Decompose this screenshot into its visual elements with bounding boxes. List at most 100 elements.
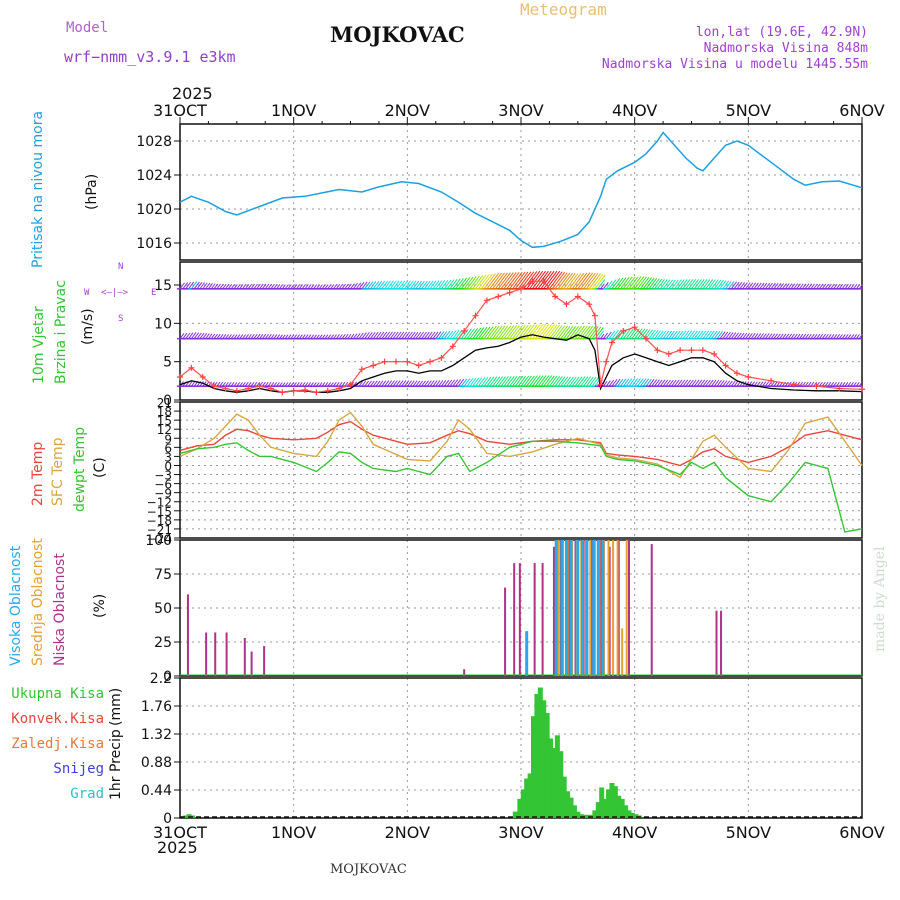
- wind-barb: [807, 333, 812, 339]
- gust-marker: [427, 358, 434, 365]
- gust-marker: [688, 347, 695, 354]
- wind-barb: [546, 324, 558, 339]
- wind-barb: [551, 325, 563, 339]
- wind-barb: [497, 325, 509, 339]
- wind-barb: [671, 279, 679, 290]
- wind-barb: [506, 325, 518, 339]
- wind-barb: [591, 377, 600, 387]
- precip-bar: [575, 811, 581, 818]
- wind-barb: [219, 283, 224, 290]
- wind-barb: [472, 377, 480, 387]
- wind-barb: [847, 283, 852, 290]
- wind-barb: [540, 270, 555, 290]
- wind-barb: [742, 332, 748, 339]
- wind-barb: [372, 380, 378, 387]
- cloud-bar-low: [720, 610, 723, 676]
- wind-barb: [452, 379, 459, 387]
- wind-barb: [179, 333, 185, 339]
- wind-barb: [520, 271, 535, 290]
- wind-barb: [509, 325, 520, 339]
- wind-barb: [622, 328, 631, 339]
- wind-barb: [728, 332, 734, 339]
- wind-barb: [818, 283, 824, 290]
- wind-barb: [475, 327, 485, 339]
- wind-barb: [566, 376, 574, 387]
- wind-barb: [756, 381, 761, 387]
- gust-marker: [381, 358, 388, 365]
- wind-barb: [563, 273, 576, 290]
- wind-barb: [179, 282, 185, 290]
- temp-2m-line: [179, 420, 863, 467]
- precip-bar: [623, 805, 629, 818]
- wind-barb: [568, 273, 582, 290]
- x-tick-label-top: 6NOV: [839, 101, 884, 120]
- wind-barb: [398, 331, 405, 339]
- precip-bar: [571, 805, 577, 818]
- cloud-bar-low: [518, 563, 521, 676]
- x-tick-label-bottom: 2NOV: [385, 823, 430, 842]
- wind-barb: [369, 332, 376, 339]
- wind-barb: [531, 375, 541, 387]
- compass-s: S: [118, 314, 124, 324]
- wind-barb: [477, 377, 486, 387]
- wind-barb: [389, 380, 395, 387]
- cloud-bar-low: [715, 610, 718, 676]
- wind-barb: [782, 333, 787, 339]
- precip-bar: [565, 791, 571, 818]
- wind-barb: [262, 283, 267, 290]
- wind-barb: [523, 375, 532, 387]
- wind-barb: [551, 375, 561, 387]
- wind-barb: [477, 274, 490, 290]
- wind-barb: [728, 380, 733, 387]
- wind-barb: [759, 282, 765, 290]
- wind-barb: [469, 275, 480, 290]
- wind-barb: [469, 327, 479, 339]
- wind-barb: [512, 375, 521, 387]
- precip-bar: [558, 751, 564, 818]
- wind-barb: [364, 380, 369, 387]
- legend-ukupna-kisa: Ukupna Kisa: [11, 686, 104, 702]
- wind-barb: [739, 332, 745, 339]
- wind-barb: [804, 333, 809, 339]
- y-tick-label: 18: [157, 405, 172, 419]
- wind-barb: [611, 379, 618, 387]
- cloud-bar-low: [627, 540, 630, 676]
- wind-barb: [202, 282, 208, 290]
- wind-barb: [622, 378, 630, 387]
- wind-barb: [182, 282, 189, 290]
- wind-barb: [466, 378, 474, 387]
- y-tick-label: 1020: [136, 202, 172, 218]
- wind-barb: [719, 380, 725, 387]
- precip-bar: [595, 802, 601, 818]
- wind-barb: [747, 282, 754, 290]
- wind-barb: [810, 333, 815, 339]
- gust-marker: [483, 297, 490, 304]
- wind-barb: [571, 376, 580, 387]
- wind-barb: [614, 277, 624, 290]
- wind-barb: [682, 330, 690, 339]
- wind-barb: [347, 283, 352, 290]
- gust-marker: [370, 362, 377, 369]
- x-tick-label-bottom: 1NOV: [271, 823, 316, 842]
- wind-barb: [634, 328, 643, 339]
- gust-marker: [472, 312, 479, 319]
- wind-barb: [404, 331, 410, 339]
- wind-barb: [801, 283, 807, 290]
- wind-barb: [389, 280, 397, 290]
- wind-barb: [534, 270, 549, 290]
- wind-barb: [634, 378, 641, 387]
- wind-barb: [387, 380, 393, 387]
- wind-barb: [401, 331, 408, 339]
- wind-barb: [583, 272, 596, 290]
- precip-bar: [520, 789, 526, 818]
- wind-barb: [517, 375, 527, 387]
- wind-barb: [793, 333, 798, 339]
- wind-barb: [796, 333, 801, 339]
- wind-barb: [199, 282, 206, 290]
- compass-e: E: [151, 288, 157, 298]
- wind-barb: [446, 279, 455, 290]
- wind-barb: [387, 331, 393, 339]
- wind-barb: [404, 380, 410, 387]
- wind-barb: [665, 379, 671, 387]
- wind-barb: [827, 283, 832, 290]
